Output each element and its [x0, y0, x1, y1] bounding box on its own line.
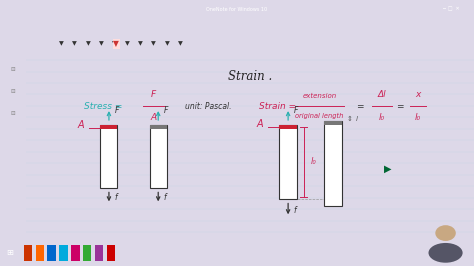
Text: ▼: ▼ — [125, 41, 130, 46]
Text: ▼: ▼ — [178, 41, 182, 46]
Text: f: f — [114, 193, 117, 202]
Text: f: f — [164, 193, 166, 202]
Text: l₀: l₀ — [415, 113, 421, 122]
Bar — [83, 245, 91, 261]
Bar — [71, 245, 80, 261]
Text: original length: original length — [295, 113, 344, 119]
Bar — [36, 245, 44, 261]
Bar — [324, 121, 342, 206]
Text: ▼: ▼ — [113, 39, 119, 48]
Text: ⊟: ⊟ — [11, 89, 15, 94]
Bar — [100, 125, 118, 129]
Text: =: = — [356, 102, 364, 111]
Text: ─  □  ✕: ─ □ ✕ — [442, 7, 460, 12]
Text: ▼: ▼ — [86, 41, 91, 46]
Text: ⊟: ⊟ — [11, 67, 15, 72]
Text: l₀: l₀ — [379, 113, 385, 122]
Text: ▼: ▼ — [112, 41, 117, 46]
Text: ▼: ▼ — [99, 41, 103, 46]
Text: A: A — [151, 113, 157, 122]
Text: ▼: ▼ — [59, 41, 64, 46]
Text: ⊟: ⊟ — [11, 111, 15, 116]
Text: F: F — [114, 106, 118, 115]
Text: extension: extension — [302, 93, 337, 99]
Text: x: x — [415, 90, 421, 99]
Bar — [24, 245, 32, 261]
Text: OneNote for Windows 10: OneNote for Windows 10 — [207, 7, 267, 12]
Text: Δl: Δl — [378, 90, 386, 99]
Bar — [150, 125, 167, 129]
Bar — [324, 121, 342, 125]
Bar — [59, 245, 68, 261]
Bar — [107, 245, 115, 261]
Text: l: l — [356, 116, 357, 122]
Text: =: = — [396, 102, 404, 111]
Bar — [279, 125, 297, 129]
Text: unit: Pascal.: unit: Pascal. — [185, 102, 232, 111]
Bar — [150, 125, 167, 188]
Ellipse shape — [428, 243, 463, 263]
Text: A: A — [78, 119, 84, 130]
Text: ⊞: ⊞ — [6, 248, 13, 257]
Text: A: A — [257, 119, 264, 129]
Text: ▼: ▼ — [73, 41, 77, 46]
Text: ▼: ▼ — [151, 41, 156, 46]
Text: Strain .: Strain . — [228, 70, 272, 83]
Bar — [95, 245, 103, 261]
Text: ▶: ▶ — [384, 164, 392, 174]
Text: F: F — [151, 90, 156, 99]
Text: l₀: l₀ — [310, 157, 316, 166]
Text: F: F — [293, 106, 298, 115]
Text: F: F — [164, 106, 168, 115]
Text: f: f — [293, 206, 296, 215]
Bar — [279, 125, 297, 199]
Bar — [47, 245, 56, 261]
Text: Strain =: Strain = — [259, 102, 299, 111]
Text: ▼: ▼ — [138, 41, 143, 46]
Text: ▼: ▼ — [164, 41, 169, 46]
Text: ⇕: ⇕ — [346, 116, 352, 122]
Text: Stress =: Stress = — [84, 102, 126, 111]
Bar — [100, 125, 118, 188]
Circle shape — [435, 225, 456, 241]
